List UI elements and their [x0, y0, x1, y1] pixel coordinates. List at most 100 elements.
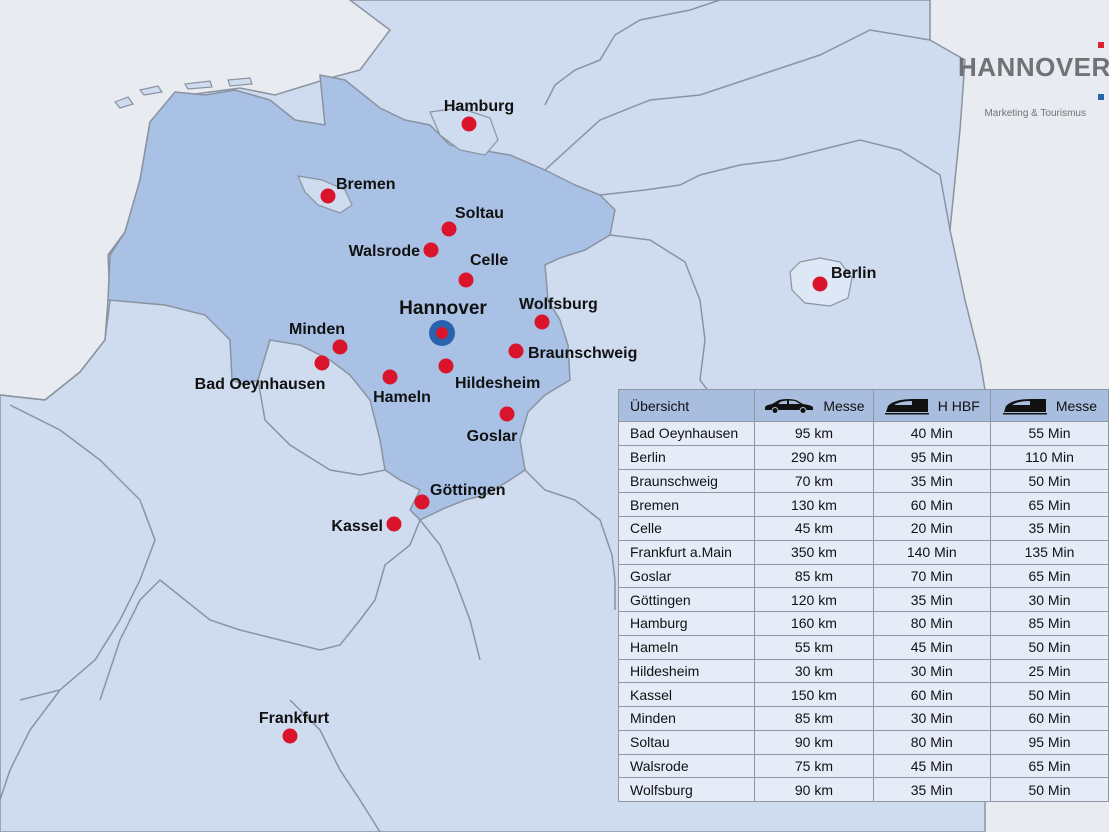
train-icon	[884, 398, 929, 414]
city-label-braunschweig: Braunschweig	[528, 345, 637, 362]
city-label-berlin: Berlin	[831, 265, 876, 282]
cell-car: 290 km	[754, 444, 874, 470]
city-label-hameln: Hameln	[373, 389, 431, 406]
city-label-wolfsburg: Wolfsburg	[519, 296, 598, 313]
city-label-hamburg: Hamburg	[444, 98, 514, 115]
header-car-label: Messe	[823, 397, 865, 414]
cell-city: Hamburg	[617, 611, 756, 636]
table-row: Braunschweig 70 km 35 Min 50 Min	[617, 468, 1109, 494]
cell-city: Hameln	[617, 634, 756, 660]
logo-subtitle: Marketing & Tourismus	[984, 108, 1086, 119]
cell-city: Hildesheim	[617, 658, 756, 684]
cell-train-messe: 50 Min	[989, 634, 1109, 660]
cell-car: 160 km	[754, 611, 874, 636]
table-row: Wolfsburg 90 km 35 Min 50 Min	[617, 777, 1109, 802]
cell-train-hbf: 20 Min	[872, 516, 991, 541]
cell-car: 45 km	[754, 516, 874, 541]
city-dot-badoeynhausen	[314, 355, 330, 371]
cell-train-hbf: 30 Min	[872, 706, 991, 731]
city-label-badoeynhausen: Bad Oeynhausen	[195, 376, 326, 393]
cell-city: Minden	[617, 706, 756, 731]
island	[114, 96, 134, 109]
cell-train-hbf: 40 Min	[872, 421, 991, 446]
cell-car: 130 km	[754, 492, 874, 517]
cell-train-messe: 50 Min	[989, 777, 1109, 802]
cell-city: Bad Oeynhausen	[617, 421, 756, 446]
city-label-kassel: Kassel	[331, 518, 383, 535]
cell-train-messe: 85 Min	[989, 611, 1109, 636]
cell-train-messe: 65 Min	[989, 753, 1109, 779]
cell-car: 350 km	[754, 539, 874, 565]
island	[138, 85, 164, 96]
table-row: Göttingen 120 km 35 Min 30 Min	[617, 587, 1109, 612]
cell-train-hbf: 45 Min	[872, 753, 991, 779]
header-train-hbf-label: H HBF	[937, 397, 980, 414]
city-dot-hamburg	[461, 116, 477, 132]
lower-saxony-region	[107, 74, 616, 521]
city-label-goslar: Goslar	[467, 428, 518, 445]
table-row: Hameln 55 km 45 Min 50 Min	[617, 634, 1109, 660]
logo-title: HANNOVER	[958, 52, 1109, 82]
city-label-bremen: Bremen	[336, 176, 396, 193]
cell-train-messe: 135 Min	[989, 539, 1109, 565]
table-row: Bad Oeynhausen 95 km 40 Min 55 Min	[617, 421, 1109, 446]
table-header-row: Übersicht Messe	[617, 389, 1109, 422]
city-dot-walsrode	[423, 242, 439, 258]
city-dot-frankfurt	[282, 728, 298, 744]
cell-city: Berlin	[617, 444, 756, 470]
cell-car: 85 km	[754, 563, 874, 589]
cell-car: 75 km	[754, 753, 874, 779]
cell-train-messe: 65 Min	[989, 563, 1109, 589]
cell-train-messe: 95 Min	[989, 729, 1109, 755]
city-label-soltau: Soltau	[455, 205, 504, 222]
table-row: Minden 85 km 30 Min 60 Min	[617, 706, 1109, 731]
cell-train-messe: 55 Min	[989, 421, 1109, 446]
cell-car: 90 km	[754, 729, 874, 755]
distance-table-container: Übersicht Messe	[617, 389, 1109, 802]
cell-car: 55 km	[754, 634, 874, 660]
city-dot-goslar	[499, 406, 515, 422]
cell-city: Soltau	[617, 729, 756, 755]
train-icon	[1002, 398, 1047, 414]
table-row: Bremen 130 km 60 Min 65 Min	[617, 492, 1109, 517]
header-train-messe: Messe	[989, 389, 1109, 422]
city-label-hildesheim: Hildesheim	[455, 375, 540, 392]
table-row: Hamburg 160 km 80 Min 85 Min	[617, 611, 1109, 636]
hub-marker-icon	[429, 320, 455, 346]
table-row: Walsrode 75 km 45 Min 65 Min	[617, 753, 1109, 779]
cell-train-messe: 60 Min	[989, 706, 1109, 731]
cell-car: 95 km	[754, 421, 874, 446]
city-dot-hildesheim	[438, 358, 454, 374]
cell-car: 70 km	[754, 468, 874, 494]
cell-city: Göttingen	[617, 587, 756, 612]
cell-train-messe: 110 Min	[989, 444, 1109, 470]
cell-train-hbf: 30 Min	[872, 658, 991, 684]
city-dot-bremen	[320, 188, 336, 204]
table-row: Berlin 290 km 95 Min 110 Min	[617, 444, 1109, 470]
cell-train-messe: 25 Min	[989, 658, 1109, 684]
cell-city: Kassel	[617, 682, 756, 707]
city-dot-kassel	[386, 516, 402, 532]
city-dot-wolfsburg	[534, 314, 550, 330]
logo-red-square	[1098, 42, 1104, 48]
island	[227, 77, 253, 87]
table-row: Celle 45 km 20 Min 35 Min	[617, 516, 1109, 541]
cell-train-hbf: 45 Min	[872, 634, 991, 660]
cell-car: 120 km	[754, 587, 874, 612]
cell-train-hbf: 60 Min	[872, 492, 991, 517]
cell-train-messe: 65 Min	[989, 492, 1109, 517]
header-overview: Übersicht	[617, 389, 756, 422]
cell-train-hbf: 95 Min	[872, 444, 991, 470]
table-row: Frankfurt a.Main 350 km 140 Min 135 Min	[617, 539, 1109, 565]
cell-train-hbf: 140 Min	[872, 539, 991, 565]
city-markers: Hamburg Bremen Soltau Walsrode Celle Wol…	[195, 98, 876, 744]
city-label-minden: Minden	[289, 321, 345, 338]
state-borders	[0, 0, 951, 832]
cell-train-hbf: 80 Min	[872, 611, 991, 636]
cell-city: Braunschweig	[617, 468, 756, 494]
table-row: Soltau 90 km 80 Min 95 Min	[617, 729, 1109, 755]
cell-train-messe: 30 Min	[989, 587, 1109, 612]
cell-train-messe: 35 Min	[989, 516, 1109, 541]
table-row: Hildesheim 30 km 30 Min 25 Min	[617, 658, 1109, 684]
